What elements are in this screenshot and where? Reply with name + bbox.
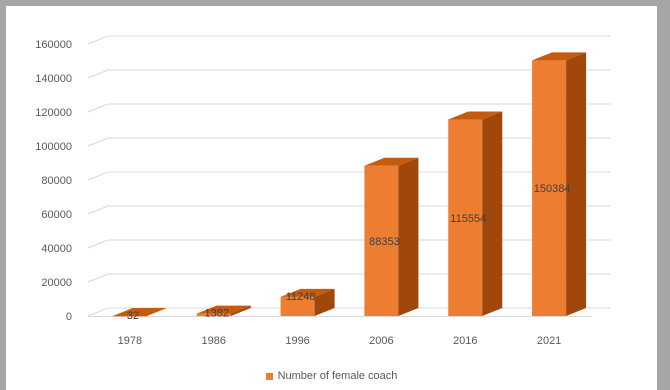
bar-side: [398, 157, 419, 316]
bar-side: [146, 307, 167, 316]
bar-chart: 0 20000 40000 60000 80000 100000 120000 140000 1…: [35, 35, 611, 347]
gridline-depth: [87, 273, 109, 283]
y-tick-label: 80000: [41, 175, 72, 187]
bar-top: [532, 52, 587, 61]
bar-front: [448, 119, 483, 316]
data-label: 32: [127, 310, 139, 322]
legend-label: Number of female coach: [277, 370, 398, 382]
bar-side: [482, 111, 503, 316]
data-label: 115554: [450, 213, 486, 225]
data-label: 1382: [205, 308, 229, 320]
x-tick-label: 2021: [537, 335, 561, 347]
y-tick-label: 0: [66, 311, 72, 323]
gridline-depth: [87, 307, 109, 317]
y-tick-label: 140000: [35, 73, 72, 85]
bar-top: [280, 288, 335, 297]
y-tick-label: 160000: [35, 39, 72, 51]
x-tick-label: 2006: [369, 335, 393, 347]
gridline-depth: [87, 171, 109, 181]
y-tick-label: 40000: [41, 243, 72, 255]
gridline-depth: [87, 103, 109, 113]
x-tick-label: 1978: [118, 335, 142, 347]
bar-front: [280, 296, 315, 316]
data-label: 88353: [369, 236, 400, 248]
bar-top: [112, 307, 167, 316]
bar-front: [364, 165, 399, 316]
gridline-depth: [87, 205, 109, 215]
legend: Number of female coach: [6, 370, 657, 382]
bar-front: [196, 313, 231, 316]
chart-frame: 0 20000 40000 60000 80000 100000 120000 140000 1…: [6, 6, 657, 390]
bar-side: [314, 288, 335, 316]
data-label: 150384: [534, 183, 571, 195]
gridline-depth: [87, 137, 109, 147]
y-tick-label: 60000: [41, 209, 72, 221]
data-label: 11248: [286, 291, 316, 303]
x-tick-label: 2016: [453, 335, 477, 347]
bar-top: [196, 305, 251, 314]
legend-swatch: [265, 372, 273, 380]
bar-top: [448, 111, 503, 120]
gridline-depth: [87, 69, 109, 79]
gridline-depth: [87, 239, 109, 249]
bar-top: [364, 157, 419, 166]
bar-front: [532, 60, 567, 316]
y-tick-label: 100000: [35, 141, 72, 153]
x-tick-label: 1986: [202, 335, 226, 347]
bar-side: [566, 52, 587, 316]
bar-side: [230, 305, 251, 316]
gridline-depth: [87, 35, 109, 45]
x-tick-label: 1996: [285, 335, 309, 347]
y-tick-label: 20000: [41, 277, 72, 289]
bar-front: [112, 315, 147, 317]
y-tick-label: 120000: [35, 107, 72, 119]
